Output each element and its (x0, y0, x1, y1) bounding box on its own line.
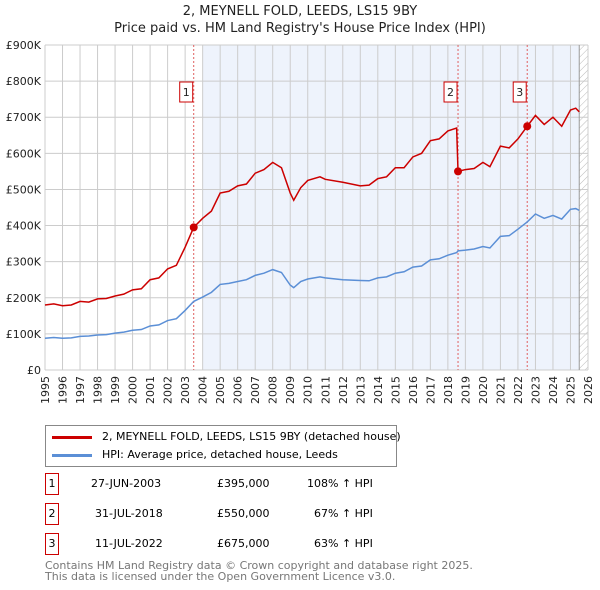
x-tick-label: 2013 (354, 376, 367, 404)
legend-swatch-hpi (52, 453, 92, 457)
sale-price: £675,000 (217, 537, 270, 550)
y-tick-label: £0 (27, 364, 41, 377)
chart-title: 2, MEYNELL FOLD, LEEDS, LS15 9BY (182, 4, 418, 19)
legend-swatch-property (52, 435, 92, 439)
sale-marker-box: 2 (45, 503, 59, 525)
x-tick-label: 1996 (57, 376, 70, 404)
sale-marker-box: 1 (45, 473, 59, 495)
sale-label-box (443, 81, 458, 103)
x-tick-label: 2024 (547, 376, 560, 404)
x-tick-label: 2010 (302, 376, 315, 404)
sale-label: 2 (447, 86, 454, 99)
x-tick-label: 2011 (319, 376, 332, 404)
x-tick-label: 1997 (74, 376, 87, 404)
x-tick-label: 2000 (127, 376, 140, 404)
sale-row: 2 31-JUL-2018 £550,000 67% ↑ HPI (45, 503, 445, 525)
y-tick-label: £700K (6, 111, 42, 124)
x-tick-label: 2004 (197, 376, 210, 404)
sale-label: 3 (516, 86, 523, 99)
x-tick-label: 1995 (39, 376, 52, 404)
x-tick-label: 2021 (494, 376, 507, 404)
y-tick-label: £500K (6, 183, 42, 196)
sale-date: 31-JUL-2018 (95, 507, 163, 520)
sale-hpi: 67% ↑ HPI (314, 507, 373, 520)
x-tick-label: 1999 (109, 376, 122, 404)
x-tick-label: 2015 (389, 376, 402, 404)
x-tick-label: 2025 (564, 376, 577, 404)
x-tick-label: 2026 (582, 376, 595, 404)
x-tick-label: 2019 (459, 376, 472, 404)
hpi-line (44, 207, 580, 339)
legend: 2, MEYNELL FOLD, LEEDS, LS15 9BY (detach… (45, 425, 401, 467)
x-tick-label: 2017 (424, 376, 437, 404)
x-tick-label: 2007 (249, 376, 262, 404)
sale-price: £395,000 (217, 477, 270, 490)
legend-label-property: 2, MEYNELL FOLD, LEEDS, LS15 9BY (detach… (102, 430, 401, 443)
footer-line: Contains HM Land Registry data © Crown c… (45, 559, 473, 572)
y-tick-label: £300K (6, 256, 42, 269)
x-tick-label: 1998 (92, 376, 105, 404)
sale-label-box (512, 81, 527, 103)
x-tick-label: 2014 (372, 376, 385, 404)
x-tick-label: 2020 (477, 376, 490, 404)
sale-date: 27-JUN-2003 (91, 477, 162, 490)
y-tick-label: £100K (6, 328, 42, 341)
sale-label: 1 (183, 86, 190, 99)
x-tick-label: 2022 (512, 376, 525, 404)
footer: Contains HM Land Registry data © Crown c… (45, 560, 473, 582)
sale-point (189, 223, 198, 232)
x-tick-label: 2018 (442, 376, 455, 404)
x-tick-label: 2008 (267, 376, 280, 404)
y-tick-label: £800K (6, 75, 42, 88)
hatched-region (579, 45, 588, 370)
y-tick-label: £600K (6, 147, 42, 160)
x-tick-label: 2005 (214, 376, 227, 404)
sale-marker-box: 3 (45, 533, 59, 555)
legend-label-hpi: HPI: Average price, detached house, Leed… (102, 448, 338, 461)
chart-subtitle: Price paid vs. HM Land Registry's House … (114, 21, 486, 36)
sale-date: 11-JUL-2022 (95, 537, 163, 550)
footer-line: This data is licensed under the Open Gov… (45, 570, 396, 583)
x-tick-label: 2023 (529, 376, 542, 404)
x-tick-label: 2006 (232, 376, 245, 404)
sale-label-box (179, 81, 194, 103)
y-tick-label: £400K (6, 220, 42, 233)
property-price-line (44, 107, 580, 307)
x-tick-label: 2009 (284, 376, 297, 404)
sale-row: 1 27-JUN-2003 £395,000 108% ↑ HPI (45, 473, 445, 495)
sale-hpi: 63% ↑ HPI (314, 537, 373, 550)
x-tick-label: 2001 (144, 376, 157, 404)
plot-area: 1995 1996 1997 1998 1999 2000 2001 2002 2003 2004… (6, 39, 595, 404)
sale-hpi: 108% ↑ HPI (307, 477, 373, 490)
x-tick-label: 2003 (179, 376, 192, 404)
x-tick-label: 2016 (407, 376, 420, 404)
y-tick-label: £200K (6, 292, 42, 305)
sale-point (523, 122, 532, 131)
x-tick-label: 2012 (337, 376, 350, 404)
sale-point (454, 167, 463, 176)
sale-row: 3 11-JUL-2022 £675,000 63% ↑ HPI (45, 533, 445, 555)
y-tick-label: £900K (6, 39, 42, 52)
sale-price: £550,000 (217, 507, 270, 520)
x-tick-label: 2002 (162, 376, 175, 404)
